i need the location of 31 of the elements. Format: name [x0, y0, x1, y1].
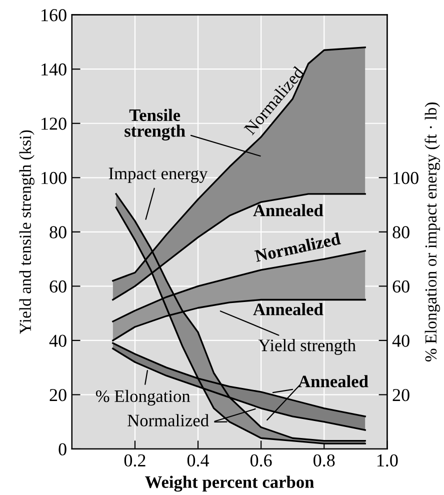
x-axis-title: Weight percent carbon [145, 476, 314, 492]
annotation: Normalized [128, 414, 209, 426]
y-tick-label: 160 [42, 9, 66, 22]
annotation: Annealed [253, 204, 324, 216]
annotation: Tensile strength [124, 108, 186, 140]
annotation: Annealed [253, 303, 324, 316]
y-axis-title: Yield and tensile strength (ksi) [19, 130, 34, 334]
x-tick-label: 0.8 [314, 454, 335, 467]
x-tick-label: 0.6 [250, 454, 272, 467]
y-tick-label: 100 [42, 172, 66, 184]
y-tick-label: 60 [50, 280, 66, 293]
annotation: % Elongation [96, 390, 190, 406]
x-tick-label: 0.4 [187, 454, 210, 467]
y2-tick-label: 20 [392, 388, 410, 402]
y2-tick-label: 40 [392, 334, 410, 347]
y2-tick-label: 60 [392, 280, 410, 293]
annotation: Impact energy [108, 168, 208, 183]
x-tick-label: 1.0 [377, 454, 398, 467]
y-tick-label: 0 [58, 443, 66, 456]
annotation: Yield strength [258, 339, 356, 355]
y-tick-label: 120 [42, 118, 66, 130]
y2-tick-label: 100 [394, 172, 418, 184]
y-tick-label: 140 [42, 63, 66, 76]
y2-tick-label: 80 [392, 226, 410, 238]
y2-axis-title: % Elongation or impact energy (ft · lb) [424, 102, 440, 362]
y-tick-label: 20 [50, 388, 66, 402]
annotation: Normalized [254, 232, 342, 262]
x-tick-label: 0.2 [124, 454, 146, 467]
y-tick-label: 80 [50, 226, 66, 238]
y-tick-label: 40 [49, 334, 66, 347]
annotation: Annealed [298, 375, 368, 388]
